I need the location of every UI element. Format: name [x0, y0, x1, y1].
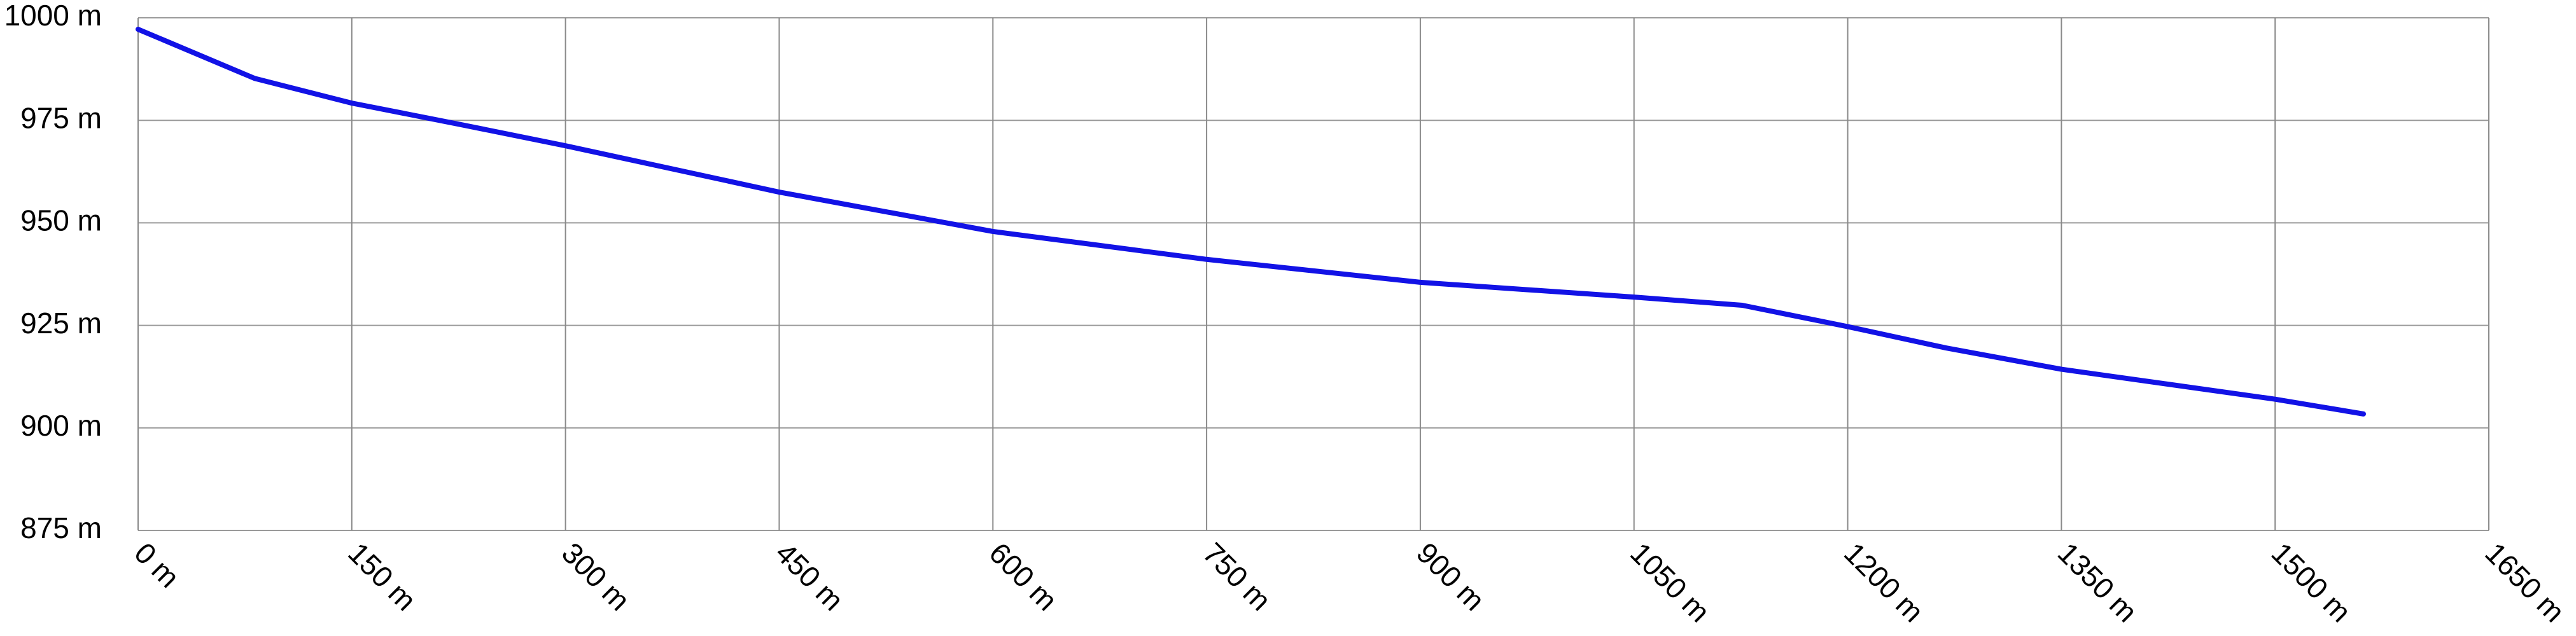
x-tick-label: 450 m — [769, 536, 850, 617]
y-tick-label: 900 m — [20, 409, 102, 442]
x-tick-label: 1200 m — [1838, 536, 1930, 628]
x-tick-label: 0 m — [128, 536, 186, 594]
x-tick-label: 1650 m — [2479, 536, 2571, 628]
y-tick-label: 975 m — [20, 101, 102, 134]
x-tick-label: 900 m — [1410, 536, 1491, 617]
y-tick-label: 925 m — [20, 307, 102, 340]
y-tick-label: 1000 m — [4, 0, 102, 32]
elevation-line — [136, 27, 2366, 417]
x-tick-label: 1500 m — [2265, 536, 2358, 628]
x-tick-label: 750 m — [1196, 536, 1277, 617]
x-tick-label: 1350 m — [2052, 536, 2144, 628]
x-tick-label: 300 m — [556, 536, 636, 617]
y-tick-label: 875 m — [20, 511, 102, 544]
x-tick-label: 600 m — [983, 536, 1064, 617]
x-tick-label: 150 m — [342, 536, 423, 617]
y-tick-label: 950 m — [20, 204, 102, 237]
x-tick-label: 1050 m — [1624, 536, 1716, 628]
